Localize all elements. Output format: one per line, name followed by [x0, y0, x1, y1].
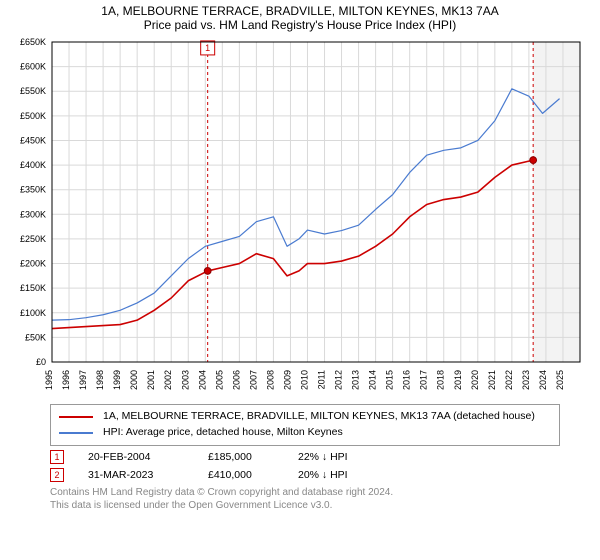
svg-text:1997: 1997 [78, 370, 88, 390]
event-row: 2 31-MAR-2023 £410,000 20% ↓ HPI [50, 468, 560, 482]
svg-text:2021: 2021 [487, 370, 497, 390]
svg-text:1999: 1999 [112, 370, 122, 390]
svg-text:2005: 2005 [214, 370, 224, 390]
svg-text:2019: 2019 [453, 370, 463, 390]
svg-text:2002: 2002 [163, 370, 173, 390]
legend-swatch [59, 416, 93, 418]
chart-legend: 1A, MELBOURNE TERRACE, BRADVILLE, MILTON… [50, 404, 560, 446]
svg-text:1996: 1996 [61, 370, 71, 390]
svg-text:£300K: £300K [20, 209, 46, 219]
svg-text:2007: 2007 [248, 370, 258, 390]
legend-label: HPI: Average price, detached house, Milt… [103, 425, 343, 441]
svg-text:2012: 2012 [334, 370, 344, 390]
svg-text:2014: 2014 [368, 370, 378, 390]
footnote-line: This data is licensed under the Open Gov… [50, 499, 560, 513]
svg-text:£550K: £550K [20, 86, 46, 96]
svg-text:2000: 2000 [129, 370, 139, 390]
svg-text:2020: 2020 [470, 370, 480, 390]
chart-subtitle: Price paid vs. HM Land Registry's House … [0, 18, 600, 32]
svg-text:2025: 2025 [555, 370, 565, 390]
event-date: 20-FEB-2004 [88, 451, 208, 463]
svg-text:1995: 1995 [44, 370, 54, 390]
events-table: 1 20-FEB-2004 £185,000 22% ↓ HPI 2 31-MA… [50, 450, 560, 482]
svg-text:£650K: £650K [20, 38, 46, 47]
svg-text:£100K: £100K [20, 308, 46, 318]
svg-text:£250K: £250K [20, 234, 46, 244]
svg-text:£50K: £50K [25, 332, 46, 342]
svg-text:1: 1 [205, 43, 210, 53]
svg-text:2023: 2023 [521, 370, 531, 390]
legend-item-hpi: HPI: Average price, detached house, Milt… [59, 425, 551, 441]
svg-text:£200K: £200K [20, 259, 46, 269]
event-pct: 20% ↓ HPI [298, 469, 388, 481]
svg-text:2024: 2024 [538, 370, 548, 390]
svg-text:2006: 2006 [231, 370, 241, 390]
svg-text:2018: 2018 [436, 370, 446, 390]
svg-text:2015: 2015 [385, 370, 395, 390]
event-pct: 22% ↓ HPI [298, 451, 388, 463]
svg-text:£500K: £500K [20, 111, 46, 121]
svg-text:2001: 2001 [146, 370, 156, 390]
chart-footnote: Contains HM Land Registry data © Crown c… [50, 486, 560, 513]
event-row: 1 20-FEB-2004 £185,000 22% ↓ HPI [50, 450, 560, 464]
svg-text:2011: 2011 [317, 370, 327, 389]
svg-text:1998: 1998 [95, 370, 105, 390]
footnote-line: Contains HM Land Registry data © Crown c… [50, 486, 560, 500]
svg-text:£0: £0 [36, 357, 46, 367]
svg-text:2013: 2013 [351, 370, 361, 390]
event-marker-2: 2 [50, 468, 64, 482]
event-marker-1: 1 [50, 450, 64, 464]
legend-label: 1A, MELBOURNE TERRACE, BRADVILLE, MILTON… [103, 409, 535, 425]
svg-text:£600K: £600K [20, 62, 46, 72]
event-price: £410,000 [208, 469, 298, 481]
svg-text:2016: 2016 [402, 370, 412, 390]
svg-text:2004: 2004 [197, 370, 207, 390]
chart-title-address: 1A, MELBOURNE TERRACE, BRADVILLE, MILTON… [0, 4, 600, 18]
svg-text:£150K: £150K [20, 283, 46, 293]
svg-text:2009: 2009 [282, 370, 292, 390]
svg-text:2008: 2008 [265, 370, 275, 390]
price-chart: £0 £50K £100K £150K £200K £250K £300K £350K £400… [0, 38, 600, 398]
event-date: 31-MAR-2023 [88, 469, 208, 481]
svg-text:£400K: £400K [20, 160, 46, 170]
svg-text:£450K: £450K [20, 135, 46, 145]
legend-item-subject: 1A, MELBOURNE TERRACE, BRADVILLE, MILTON… [59, 409, 551, 425]
svg-text:2010: 2010 [299, 370, 309, 390]
svg-text:2003: 2003 [180, 370, 190, 390]
event-price: £185,000 [208, 451, 298, 463]
svg-text:2017: 2017 [419, 370, 429, 390]
svg-text:£350K: £350K [20, 185, 46, 195]
svg-text:2022: 2022 [504, 370, 514, 390]
legend-swatch [59, 432, 93, 434]
